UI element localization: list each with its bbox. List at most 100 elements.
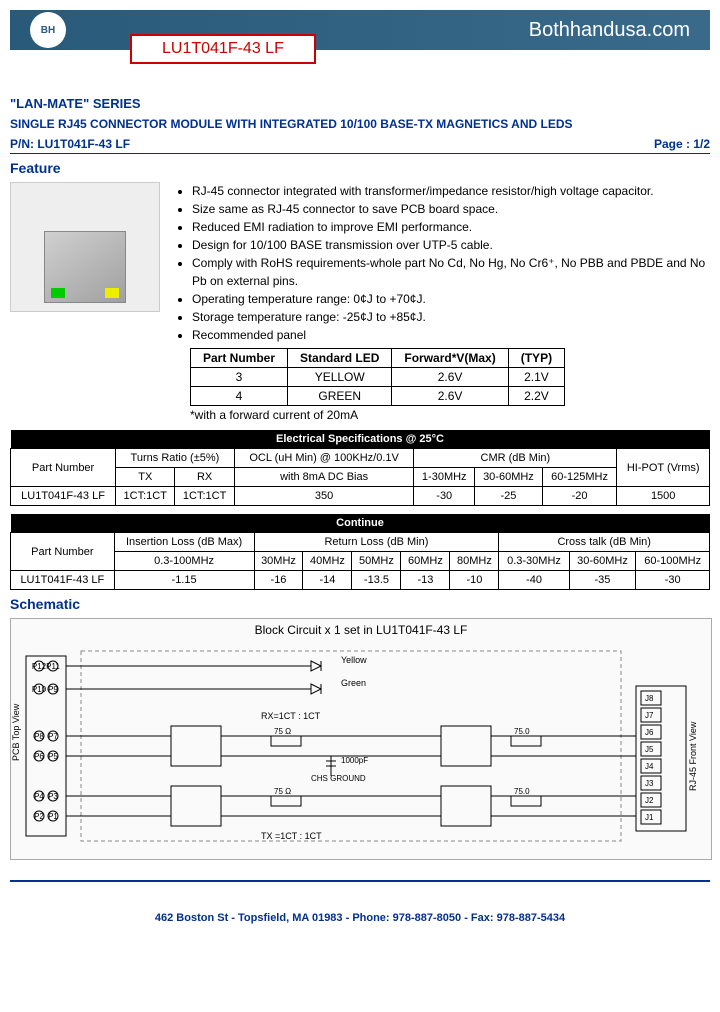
- continue-spec-table: Continue Part Number Insertion Loss (dB …: [10, 514, 710, 590]
- led-table: Part Number Standard LED Forward*V(Max) …: [190, 348, 565, 406]
- spec-td: LU1T041F-43 LF: [11, 487, 116, 506]
- features-list: RJ-45 connector integrated with transfor…: [172, 182, 710, 344]
- svg-text:Yellow: Yellow: [341, 655, 367, 665]
- spec-td: -10: [450, 571, 499, 590]
- feature-item: Operating temperature range: 0¢J to +70¢…: [192, 290, 710, 308]
- svg-text:TX =1CT : 1CT: TX =1CT : 1CT: [261, 831, 322, 841]
- footer-text: 462 Boston St - Topsfield, MA 01983 - Ph…: [10, 912, 710, 924]
- spec-col: RX: [175, 468, 234, 487]
- header-bar: BH Bothhandusa.com: [10, 10, 710, 50]
- svg-text:P3: P3: [48, 792, 58, 801]
- logo: BH: [30, 12, 66, 48]
- spec-col: Return Loss (dB Min): [254, 533, 499, 552]
- led-th: Forward*V(Max): [392, 349, 508, 368]
- led-yellow-icon: [105, 288, 119, 298]
- spec-col: HI-POT (Vrms): [617, 449, 710, 487]
- spec-td: -13.5: [352, 571, 401, 590]
- led-td: 2.6V: [392, 368, 508, 387]
- spec-col: CMR (dB Min): [414, 449, 617, 468]
- svg-text:75 Ω: 75 Ω: [274, 787, 291, 796]
- pn-row: P/N: LU1T041F-43 LF Page : 1/2: [10, 137, 710, 154]
- spec-col: 60-125MHz: [542, 468, 617, 487]
- svg-text:P12: P12: [32, 662, 47, 671]
- svg-text:CHS GROUND: CHS GROUND: [311, 774, 366, 783]
- spec-td: -30: [636, 571, 710, 590]
- svg-text:RJ-45 Front View: RJ-45 Front View: [688, 721, 698, 791]
- spec-td: -1.15: [114, 571, 254, 590]
- led-td: 2.1V: [508, 368, 564, 387]
- footer-divider: [10, 880, 710, 882]
- website-text: Bothhandusa.com: [529, 19, 690, 42]
- spec-col: Insertion Loss (dB Max): [114, 533, 254, 552]
- svg-text:Green: Green: [341, 678, 366, 688]
- electrical-spec-table: Electrical Specifications @ 25°C Part Nu…: [10, 430, 710, 506]
- spec-td: -40: [499, 571, 569, 590]
- schematic-title: Block Circuit x 1 set in LU1T041F-43 LF: [11, 619, 711, 641]
- spec-col: 1-30MHz: [414, 468, 475, 487]
- spec-col: 0.3-100MHz: [114, 552, 254, 571]
- spec-td: -30: [414, 487, 475, 506]
- led-green-icon: [51, 288, 65, 298]
- spec-td: -16: [254, 571, 303, 590]
- led-th: (TYP): [508, 349, 564, 368]
- svg-text:PCB Top View: PCB Top View: [11, 703, 21, 761]
- spec-title: Electrical Specifications @ 25°C: [11, 430, 710, 449]
- feature-item: RJ-45 connector integrated with transfor…: [192, 182, 710, 200]
- led-td: 4: [191, 387, 288, 406]
- spec-td: 350: [234, 487, 414, 506]
- spec-td: -25: [475, 487, 543, 506]
- led-th: Part Number: [191, 349, 288, 368]
- spec-col: OCL (uH Min) @ 100KHz/0.1V: [234, 449, 414, 468]
- svg-text:P4: P4: [34, 792, 44, 801]
- svg-text:J7: J7: [645, 711, 654, 720]
- spec-td: 1CT:1CT: [175, 487, 234, 506]
- led-td: 3: [191, 368, 288, 387]
- spec-col: 80MHz: [450, 552, 499, 571]
- schematic-svg: P12 P11 P10 P9 P8 P7 P6 P5 P4 P3 P2 P1 P…: [11, 641, 701, 851]
- spec-col: 30MHz: [254, 552, 303, 571]
- svg-text:J3: J3: [645, 779, 654, 788]
- spec-td: -35: [569, 571, 636, 590]
- pn-label: P/N: LU1T041F-43 LF: [10, 137, 130, 151]
- spec-td: 1CT:1CT: [116, 487, 175, 506]
- spec-td: -14: [303, 571, 352, 590]
- svg-text:P11: P11: [46, 662, 60, 671]
- svg-text:P8: P8: [34, 732, 44, 741]
- svg-text:J8: J8: [645, 694, 654, 703]
- feature-item: Design for 10/100 BASE transmission over…: [192, 236, 710, 254]
- svg-text:P10: P10: [32, 685, 47, 694]
- svg-text:J1: J1: [645, 813, 654, 822]
- page-number: Page : 1/2: [654, 137, 710, 151]
- part-number-box: LU1T041F-43 LF: [130, 34, 316, 64]
- spec-col: 30-60MHz: [569, 552, 636, 571]
- svg-text:1000pF: 1000pF: [341, 756, 368, 765]
- product-image: [10, 182, 160, 312]
- led-th: Standard LED: [288, 349, 392, 368]
- spec-col: Part Number: [11, 449, 116, 487]
- rj45-illustration: [44, 231, 126, 303]
- led-note: *with a forward current of 20mA: [190, 408, 710, 422]
- svg-text:75.0: 75.0: [514, 787, 530, 796]
- spec-col: Part Number: [11, 533, 115, 571]
- svg-text:J2: J2: [645, 796, 654, 805]
- spec-col: 40MHz: [303, 552, 352, 571]
- svg-text:P6: P6: [34, 752, 44, 761]
- spec-td: LU1T041F-43 LF: [11, 571, 115, 590]
- feature-heading: Feature: [10, 160, 710, 176]
- spec-td: -20: [542, 487, 617, 506]
- spec-td: -13: [401, 571, 450, 590]
- spec-col: with 8mA DC Bias: [234, 468, 414, 487]
- spec-col: Cross talk (dB Min): [499, 533, 710, 552]
- svg-text:RX=1CT : 1CT: RX=1CT : 1CT: [261, 711, 321, 721]
- spec-col: 30-60MHz: [475, 468, 543, 487]
- schematic-heading: Schematic: [10, 596, 710, 612]
- svg-text:P5: P5: [48, 752, 58, 761]
- spec-col: 50MHz: [352, 552, 401, 571]
- spec-col: 60-100MHz: [636, 552, 710, 571]
- feature-item: Reduced EMI radiation to improve EMI per…: [192, 218, 710, 236]
- spec-td: 1500: [617, 487, 710, 506]
- series-title: "LAN-MATE" SERIES: [10, 96, 710, 111]
- feature-item: Size same as RJ-45 connector to save PCB…: [192, 200, 710, 218]
- subtitle: SINGLE RJ45 CONNECTOR MODULE WITH INTEGR…: [10, 117, 710, 131]
- svg-text:J6: J6: [645, 728, 654, 737]
